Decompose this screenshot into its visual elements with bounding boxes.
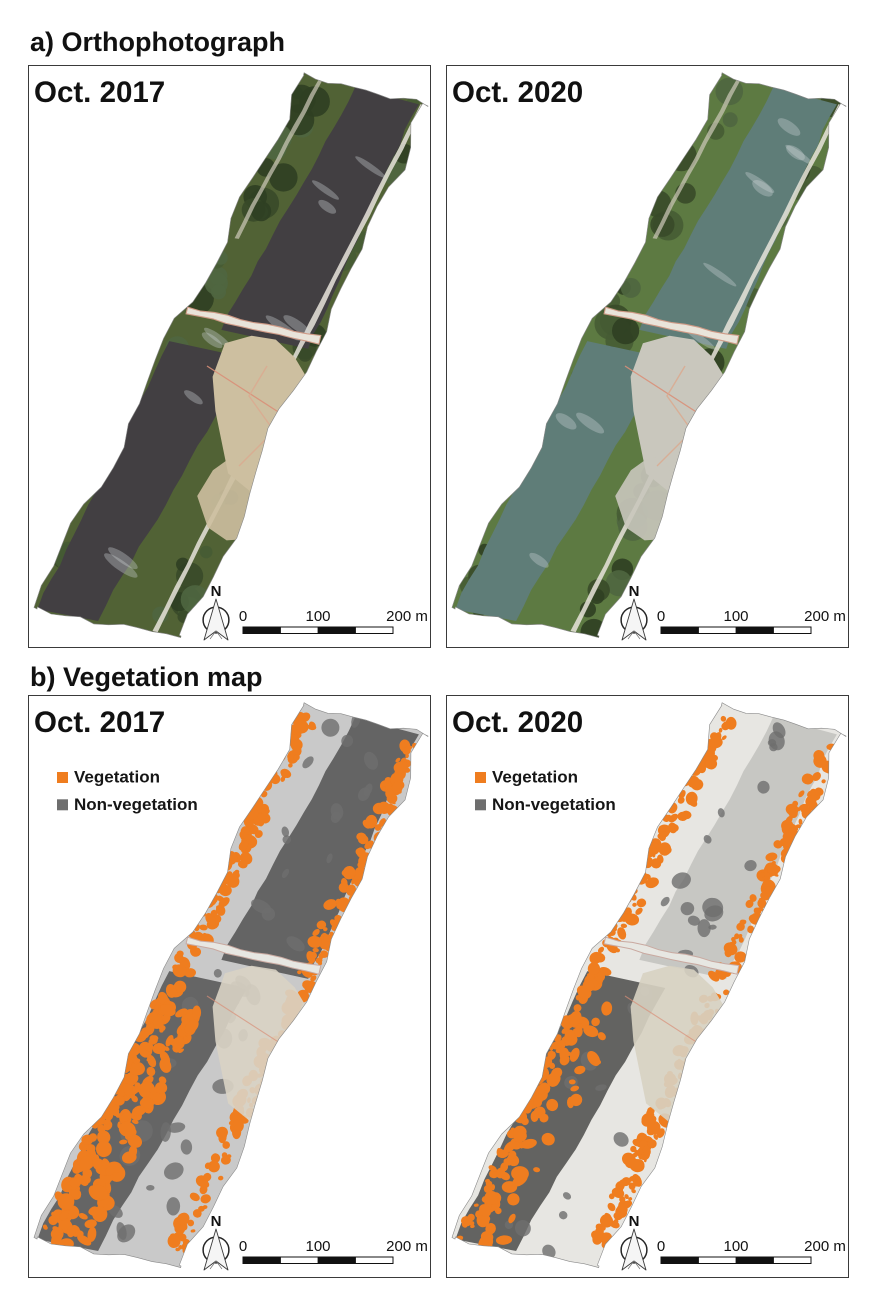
svg-text:100: 100 [723, 1238, 748, 1255]
svg-text:Vegetation: Vegetation [74, 768, 160, 787]
svg-text:Oct. 2017: Oct. 2017 [34, 76, 165, 109]
svg-text:N: N [629, 583, 640, 600]
svg-text:200 m: 200 m [804, 608, 846, 625]
svg-text:100: 100 [723, 608, 748, 625]
svg-text:N: N [629, 1213, 640, 1230]
svg-text:0: 0 [657, 608, 665, 625]
svg-text:Non-vegetation: Non-vegetation [492, 795, 616, 814]
svg-text:100: 100 [305, 608, 330, 625]
svg-text:100: 100 [305, 1238, 330, 1255]
svg-text:N: N [210, 1213, 221, 1230]
svg-text:200 m: 200 m [386, 608, 428, 625]
svg-text:Oct. 2020: Oct. 2020 [452, 706, 583, 739]
svg-text:0: 0 [238, 608, 246, 625]
svg-text:0: 0 [238, 1238, 246, 1255]
svg-text:Non-vegetation: Non-vegetation [74, 795, 198, 814]
svg-text:Vegetation: Vegetation [492, 768, 578, 787]
svg-text:Oct. 2017: Oct. 2017 [34, 706, 165, 739]
svg-text:200 m: 200 m [386, 1238, 428, 1255]
svg-text:200 m: 200 m [804, 1238, 846, 1255]
svg-text:N: N [210, 583, 221, 600]
svg-text:0: 0 [657, 1238, 665, 1255]
svg-text:Oct. 2020: Oct. 2020 [452, 76, 583, 109]
